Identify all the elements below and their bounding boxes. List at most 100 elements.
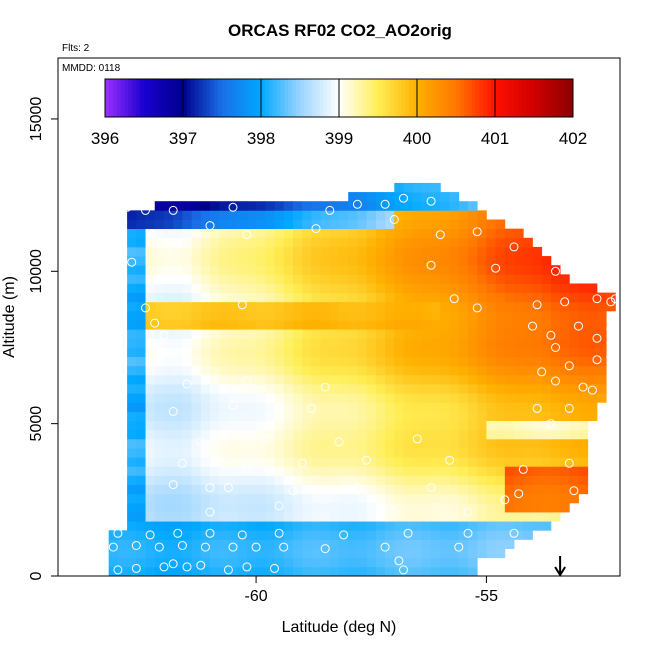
heatmap-cell	[514, 502, 524, 513]
heatmap-cell	[477, 356, 487, 367]
heatmap-cell	[403, 374, 414, 385]
heatmap-cell	[256, 530, 266, 540]
heatmap-cell	[458, 429, 469, 440]
colorbar-cell	[319, 79, 324, 117]
observation-point	[399, 193, 408, 203]
heatmap-cell	[385, 374, 395, 385]
heatmap-cell	[477, 283, 487, 294]
heatmap-cell	[532, 329, 543, 339]
heatmap-cell	[136, 466, 146, 476]
heatmap-cell	[504, 457, 515, 467]
heatmap-cell	[302, 246, 312, 257]
heatmap-cell	[339, 246, 349, 257]
heatmap-cell	[182, 502, 192, 513]
heatmap-cell	[440, 448, 450, 458]
heatmap-cell	[541, 484, 552, 495]
heatmap-cell	[394, 493, 404, 504]
date-note: MMDD: 0118	[62, 63, 121, 74]
heatmap-cell	[578, 420, 589, 431]
heatmap-cell	[163, 502, 174, 513]
heatmap-cell	[412, 356, 423, 367]
colorbar-cell	[144, 79, 149, 117]
heatmap-cell	[219, 283, 229, 294]
colorbar-cell	[354, 79, 359, 117]
heatmap-cell	[154, 237, 165, 248]
heatmap-cell	[320, 411, 331, 421]
colorbar-cell	[124, 79, 129, 117]
heatmap-cell	[182, 201, 192, 211]
heatmap-cell	[237, 338, 248, 348]
heatmap-cell	[431, 539, 441, 549]
colorbar-gradient	[105, 79, 574, 117]
heatmap-cell	[145, 530, 156, 540]
heatmap-cell	[191, 274, 202, 284]
heatmap-cell	[237, 329, 248, 339]
heatmap-cell	[339, 256, 349, 266]
colorbar-cell	[190, 79, 196, 117]
heatmap-cell	[136, 274, 146, 284]
heatmap-cell	[403, 292, 414, 303]
heatmap-cell	[302, 393, 312, 403]
heatmap-cell	[283, 402, 294, 412]
heatmap-cell	[578, 384, 589, 394]
heatmap-cell	[246, 201, 257, 211]
heatmap-cell	[421, 219, 432, 230]
heatmap-cell	[514, 237, 524, 248]
heatmap-cell	[283, 365, 294, 376]
heatmap-cell	[486, 356, 497, 367]
heatmap-cell	[587, 393, 598, 403]
heatmap-cell	[246, 374, 257, 385]
heatmap-cell	[302, 484, 312, 495]
observation-point	[141, 303, 150, 313]
heatmap-cell	[292, 411, 303, 421]
heatmap-cell	[421, 347, 432, 358]
observation-point	[196, 560, 206, 570]
heatmap-cell	[477, 246, 487, 257]
heatmap-cell	[578, 347, 589, 358]
heatmap-cell	[228, 548, 239, 559]
heatmap-cell	[265, 356, 275, 367]
heatmap-cell	[210, 475, 220, 485]
heatmap-cell	[311, 493, 321, 504]
heatmap-cell	[458, 338, 469, 348]
heatmap-cell	[421, 493, 432, 504]
heatmap-cell	[412, 548, 423, 559]
heatmap-cell	[477, 310, 487, 321]
heatmap-cell	[154, 301, 165, 312]
heatmap-cell	[219, 402, 229, 412]
heatmap-cell	[412, 192, 423, 202]
heatmap-cell	[246, 420, 257, 431]
heatmap-cell	[587, 356, 598, 367]
heatmap-cell	[173, 530, 183, 540]
colorbar-cell	[545, 79, 551, 117]
heatmap-cell	[375, 411, 386, 421]
heatmap-cell	[191, 374, 202, 385]
heatmap-cell	[256, 301, 266, 312]
heatmap-cell	[403, 457, 414, 467]
heatmap-cell	[311, 246, 321, 257]
heatmap-cell	[550, 356, 561, 367]
heatmap-cell	[256, 384, 266, 394]
heatmap-cell	[191, 320, 202, 330]
heatmap-cell	[311, 557, 321, 568]
heatmap-cell	[311, 237, 321, 248]
heatmap-cell	[182, 493, 192, 504]
heatmap-cell	[182, 429, 192, 440]
observation-point	[389, 507, 399, 517]
heatmap-cell	[210, 329, 220, 339]
heatmap-cell	[412, 530, 423, 540]
heatmap-cell	[440, 320, 450, 330]
heatmap-cell	[421, 548, 432, 559]
heatmap-cell	[366, 292, 377, 303]
observation-point	[274, 501, 284, 511]
heatmap-cell	[339, 347, 349, 358]
heatmap-cell	[366, 210, 377, 220]
heatmap-cell	[320, 237, 331, 248]
heatmap-cell	[421, 420, 432, 431]
heatmap-cell	[477, 384, 487, 394]
heatmap-cell	[246, 539, 257, 549]
heatmap-cell	[200, 310, 211, 321]
heatmap-cell	[237, 246, 248, 257]
heatmap-cell	[357, 374, 368, 385]
heatmap-cell	[246, 329, 257, 339]
